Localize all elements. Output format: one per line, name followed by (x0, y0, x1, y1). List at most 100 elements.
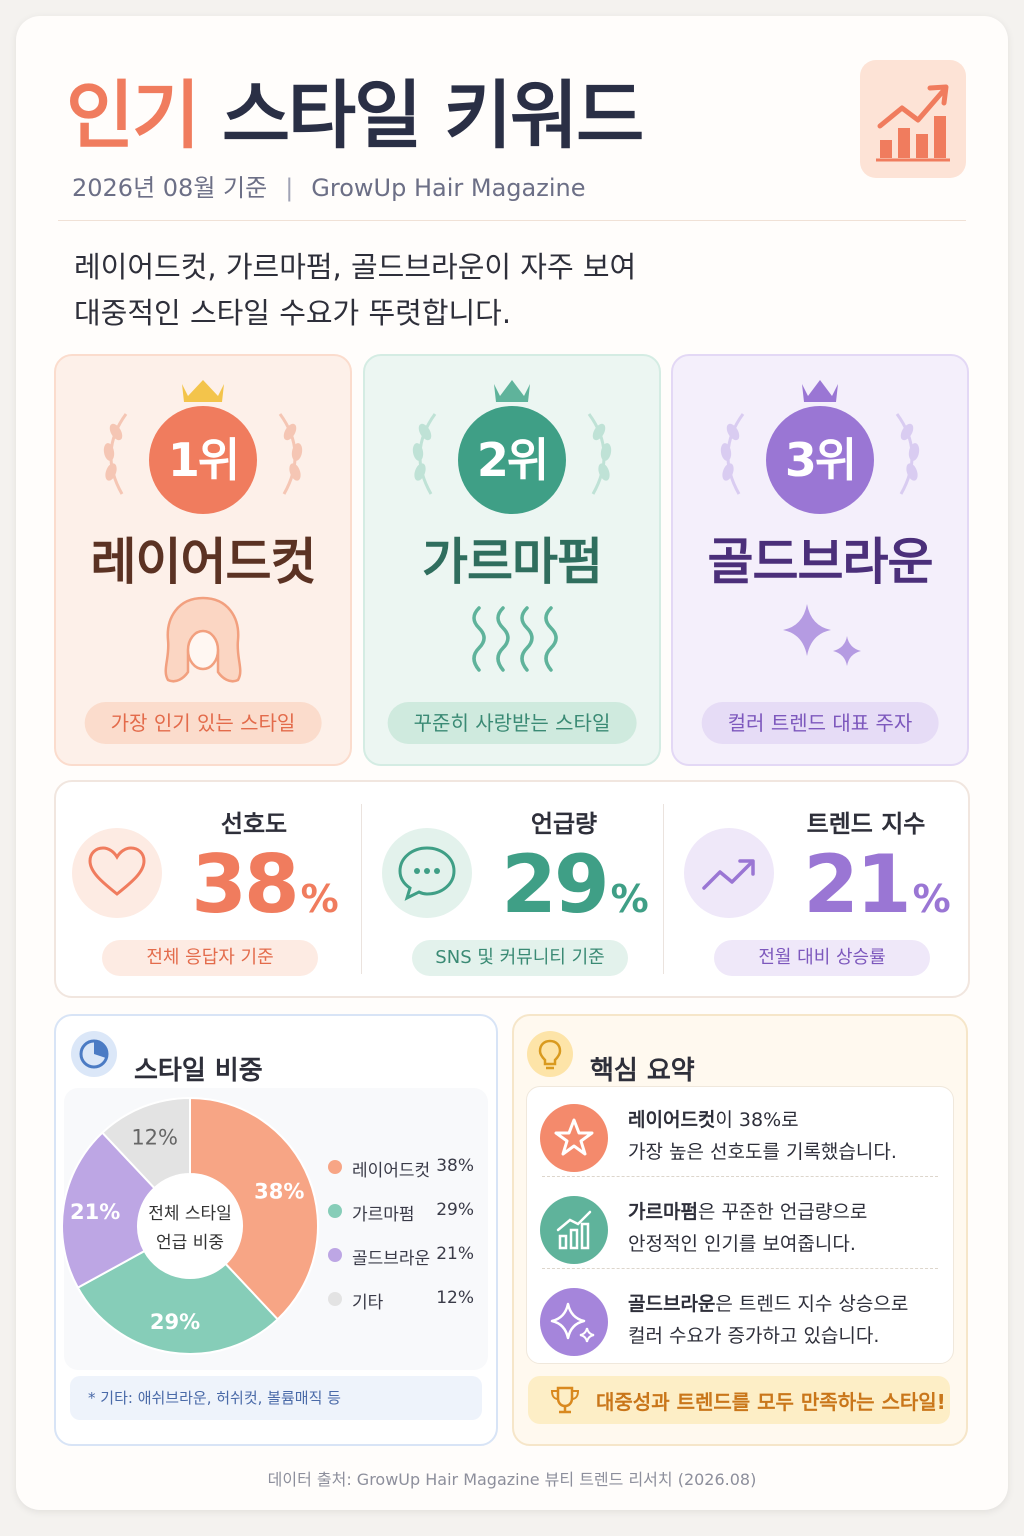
legend-swatch (328, 1292, 342, 1306)
summary-highlight: 레이어드컷 (628, 1109, 716, 1131)
summary-line-2: 안정적인 인기를 보여줍니다. (628, 1233, 856, 1255)
metric-trend: 트렌드 지수 21% 전월 대비 상승률 (668, 782, 971, 996)
summary-item-2: 가르마펌은 꾸준한 언급량으로 안정적인 인기를 보여줍니다. (538, 1186, 950, 1276)
star-icon (540, 1104, 608, 1172)
publisher-label: GrowUp Hair Magazine (311, 174, 586, 202)
chat-bubble-icon (382, 828, 472, 918)
laurel-crown-icon (720, 380, 920, 495)
summary-title: 핵심 요약 (590, 1056, 695, 1086)
metric-value: 29% (480, 838, 670, 931)
subtitle: 2026년 08월 기준 | GrowUp Hair Magazine (72, 168, 586, 203)
legend-label: 기타 (352, 1293, 384, 1313)
summary-item-1: 레이어드컷이 38%로 가장 높은 선호도를 기록했습니다. (538, 1094, 950, 1184)
date-label: 2026년 08월 기준 (72, 174, 268, 202)
summary-text-part: 은 꾸준한 언급량으로 (697, 1201, 868, 1223)
legend-item: 레이어드컷 38% (326, 1152, 482, 1196)
summary-highlight: 가르마펌 (628, 1201, 698, 1223)
laurel-crown-icon (412, 380, 612, 495)
metric-value: 21% (782, 838, 972, 931)
rank-caption: 컬러 트렌드 대표 주자 (701, 702, 939, 744)
metric-unit: % (300, 877, 339, 921)
legend-item: 가르마펌 29% (326, 1196, 482, 1240)
legend-label: 골드브라운 (352, 1249, 431, 1269)
intro-line-1: 레이어드컷, 가르마펌, 골드브라운이 자주 보여 (74, 250, 637, 284)
trend-chart-icon (860, 60, 966, 178)
rank-card-2: 2위 가르마펌 꾸준히 사랑받는 스타일 (363, 354, 661, 766)
rank-style-name: 골드브라운 (707, 533, 934, 591)
separator: | (285, 174, 294, 202)
style-share-title: 스타일 비중 (134, 1056, 263, 1086)
rank-badge: 1위 (149, 406, 257, 514)
pie-slice-label: 38% (254, 1180, 304, 1204)
rank-badge: 2위 (458, 406, 566, 514)
wave-lines-icon (472, 606, 558, 672)
legend-value: 21% (436, 1244, 474, 1264)
metrics-panel: 선호도 38% 전체 응답자 기준 언급량 29% SNS 및 커뮤니티 기준 … (54, 780, 970, 998)
pie-slice-label: 12% (131, 1126, 178, 1150)
summary-text-part: 이 38%로 (715, 1109, 799, 1131)
metric-preference: 선호도 38% 전체 응답자 기준 (56, 782, 359, 996)
legend-value: 29% (436, 1200, 474, 1220)
legend-item: 골드브라운 21% (326, 1240, 482, 1284)
metric-caption: SNS 및 커뮤니티 기준 (412, 940, 628, 976)
metric-divider (361, 804, 362, 974)
metric-label: 트렌드 지수 (806, 810, 926, 838)
summary-banner-text: 대중성과 트렌드를 모두 만족하는 스타일! (596, 1390, 946, 1414)
metric-label: 언급량 (530, 810, 598, 838)
pie-legend: 레이어드컷 38% 가르마펌 29% 골드브라운 21% 기타 12% (326, 1152, 482, 1328)
trophy-icon (550, 1386, 580, 1414)
summary-divider (542, 1176, 938, 1177)
pie-chart-icon (71, 1031, 117, 1077)
rank-card-3: 3위 골드브라운 컬러 트렌드 대표 주자 (671, 354, 969, 766)
metric-unit: % (610, 877, 649, 921)
header-divider (58, 220, 966, 221)
summary-line-2: 컬러 수요가 증가하고 있습니다. (628, 1325, 880, 1347)
summary-highlight: 골드브라운 (628, 1293, 716, 1315)
summary-item-3: 골드브라운은 트렌드 지수 상승으로 컬러 수요가 증가하고 있습니다. (538, 1278, 950, 1368)
rank-style-name: 가르마펌 (422, 533, 603, 591)
summary-text-part: 은 트렌드 지수 상승으로 (715, 1293, 909, 1315)
sparkle-icon (540, 1288, 608, 1356)
share-footnote-text: * 기타: 애쉬브라운, 허쉬컷, 볼륨매직 등 (88, 1389, 341, 1407)
pie-chart: 전체 스타일 언급 비중 38% 29% 21% 12% (61, 1096, 319, 1355)
summary-text: 골드브라운은 트렌드 지수 상승으로 컬러 수요가 증가하고 있습니다. (628, 1288, 908, 1352)
share-footnote: * 기타: 애쉬브라운, 허쉬컷, 볼륨매직 등 (70, 1376, 482, 1420)
rank-card-1: 1위 레이어드컷 가장 인기 있는 스타일 (54, 354, 352, 766)
summary-text: 레이어드컷이 38%로 가장 높은 선호도를 기록했습니다. (628, 1104, 897, 1168)
metric-mentions: 언급량 29% SNS 및 커뮤니티 기준 (366, 782, 669, 996)
rank-caption: 가장 인기 있는 스타일 (84, 702, 322, 744)
legend-swatch (328, 1160, 342, 1174)
summary-banner: 대중성과 트렌드를 모두 만족하는 스타일! (528, 1376, 950, 1424)
rank-style-name: 레이어드컷 (90, 533, 317, 591)
heart-icon (72, 828, 162, 918)
metric-caption: 전월 대비 상승률 (714, 940, 930, 976)
rank-badge: 3위 (766, 406, 874, 514)
data-source-footer: 데이터 출처: GrowUp Hair Magazine 뷰티 트렌드 리서치 … (267, 1470, 757, 1489)
metric-caption: 전체 응답자 기준 (102, 940, 318, 976)
legend-swatch (328, 1248, 342, 1262)
intro-text: 레이어드컷, 가르마펌, 골드브라운이 자주 보여 대중적인 스타일 수요가 뚜… (74, 244, 636, 336)
trend-up-icon (684, 828, 774, 918)
summary-line-2: 가장 높은 선호도를 기록했습니다. (628, 1141, 897, 1163)
metric-number: 21 (803, 838, 911, 931)
legend-item: 기타 12% (326, 1284, 482, 1328)
metric-label: 선호도 (220, 810, 288, 838)
title-rest: 스타일 키워드 (221, 73, 644, 159)
pie-slice-4 (100, 1096, 191, 1190)
pie-slice-label: 29% (150, 1310, 200, 1334)
legend-value: 12% (436, 1288, 474, 1308)
sparkle-icon (783, 604, 861, 666)
title-highlight: 인기 (66, 73, 200, 159)
summary-divider (542, 1268, 938, 1269)
summary-text: 가르마펌은 꾸준한 언급량으로 안정적인 인기를 보여줍니다. (628, 1196, 867, 1260)
pie-slice-label: 21% (70, 1200, 120, 1224)
laurel-crown-icon (103, 380, 303, 495)
pie-center-hole (138, 1174, 242, 1278)
pie-center-label-1: 전체 스타일 (148, 1204, 232, 1224)
metric-number: 29 (501, 838, 609, 931)
lightbulb-icon (527, 1031, 573, 1077)
metric-number: 38 (191, 838, 299, 931)
legend-label: 레이어드컷 (352, 1161, 431, 1181)
pie-center-label-2: 언급 비중 (156, 1233, 224, 1253)
legend-label: 가르마펌 (352, 1205, 415, 1225)
